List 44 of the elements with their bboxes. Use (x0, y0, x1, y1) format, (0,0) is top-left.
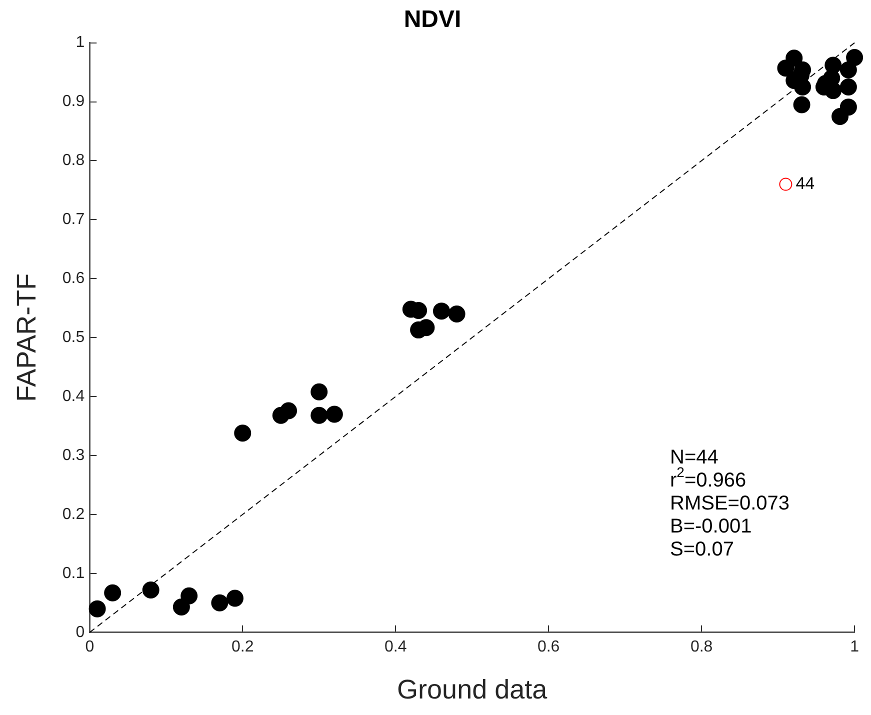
point (310, 383, 328, 400)
y-tick-label: 0.2 (62, 506, 85, 523)
x-axis-title: Ground data (397, 674, 548, 704)
y-tick-label: 0.4 (62, 388, 85, 405)
point (793, 96, 810, 114)
y-tick-label: 0.9 (62, 93, 85, 110)
annotation: RMSE=0.073 (670, 492, 790, 515)
point (832, 108, 849, 125)
point (840, 78, 857, 96)
y-tick-label: 0 (76, 624, 85, 641)
annotation: B=-0.001 (670, 516, 752, 538)
y-tick-label: 0.3 (62, 446, 85, 464)
x-tick-label: 0.6 (537, 638, 560, 656)
y-tick-label: 1 (76, 34, 85, 52)
point (840, 61, 857, 78)
point (211, 594, 228, 612)
point (777, 60, 794, 77)
x-tick-label: 1 (850, 638, 860, 656)
x-tick-label: 0.8 (690, 638, 713, 656)
x-tick-label: 0.4 (384, 638, 407, 656)
chart-title: NDVI (404, 6, 462, 34)
y-tick-label: 0.1 (62, 564, 85, 582)
point (180, 587, 198, 604)
point (226, 590, 244, 607)
y-tick-label: 0.8 (62, 152, 85, 170)
point (280, 402, 298, 420)
y-tick-label: 0.6 (62, 270, 85, 288)
x-tick-label: 0.2 (232, 638, 254, 656)
point (104, 584, 122, 602)
point (779, 178, 792, 191)
y-axis-title: FAPAR-TF (12, 273, 42, 402)
point (234, 424, 252, 442)
point (846, 49, 864, 66)
y-tick-label: 0.5 (62, 329, 85, 346)
annotation: S=0.07 (670, 538, 734, 561)
point (88, 600, 106, 618)
point (326, 406, 343, 423)
annotation: 44 (796, 174, 815, 193)
point (433, 302, 450, 320)
point (172, 598, 190, 616)
y-tick-label: 0.7 (62, 211, 85, 228)
point (310, 406, 328, 424)
point (142, 581, 160, 598)
point (448, 306, 466, 323)
